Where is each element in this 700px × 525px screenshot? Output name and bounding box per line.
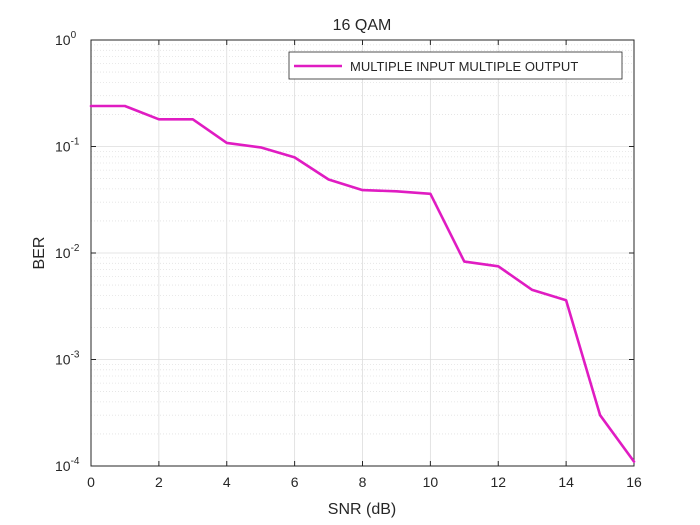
x-tick-label: 0 — [87, 474, 95, 490]
chart-title: 16 QAM — [333, 17, 392, 34]
y-tick-label: 100 — [55, 30, 77, 48]
x-tick-label: 6 — [291, 474, 299, 490]
x-tick-label: 2 — [155, 474, 163, 490]
x-tick-label: 14 — [558, 474, 574, 490]
legend: MULTIPLE INPUT MULTIPLE OUTPUT — [288, 51, 623, 80]
legend-box — [288, 51, 623, 80]
y-tick-label: 10-4 — [55, 456, 80, 474]
y-axis-label: BER — [31, 237, 48, 270]
legend-label: MULTIPLE INPUT MULTIPLE OUTPUT — [350, 59, 578, 74]
x-axis-label: SNR (dB) — [328, 501, 396, 518]
x-tick-label: 4 — [223, 474, 231, 490]
series-line-0 — [89, 104, 636, 463]
y-tick-label: 10-1 — [55, 137, 80, 155]
x-tick-label: 12 — [490, 474, 506, 490]
x-tick-label: 10 — [423, 474, 439, 490]
y-tick-label: 10-2 — [55, 243, 80, 261]
axis-ticks: 0 2 4 6 8 10 12 14 16 100 10-1 10-2 10-3 10-4 — [55, 30, 642, 490]
grid — [91, 40, 634, 466]
y-tick-label: 10-3 — [55, 350, 80, 368]
x-tick-label: 16 — [626, 474, 642, 490]
x-tick-label: 8 — [359, 474, 367, 490]
series-lines — [89, 104, 636, 463]
